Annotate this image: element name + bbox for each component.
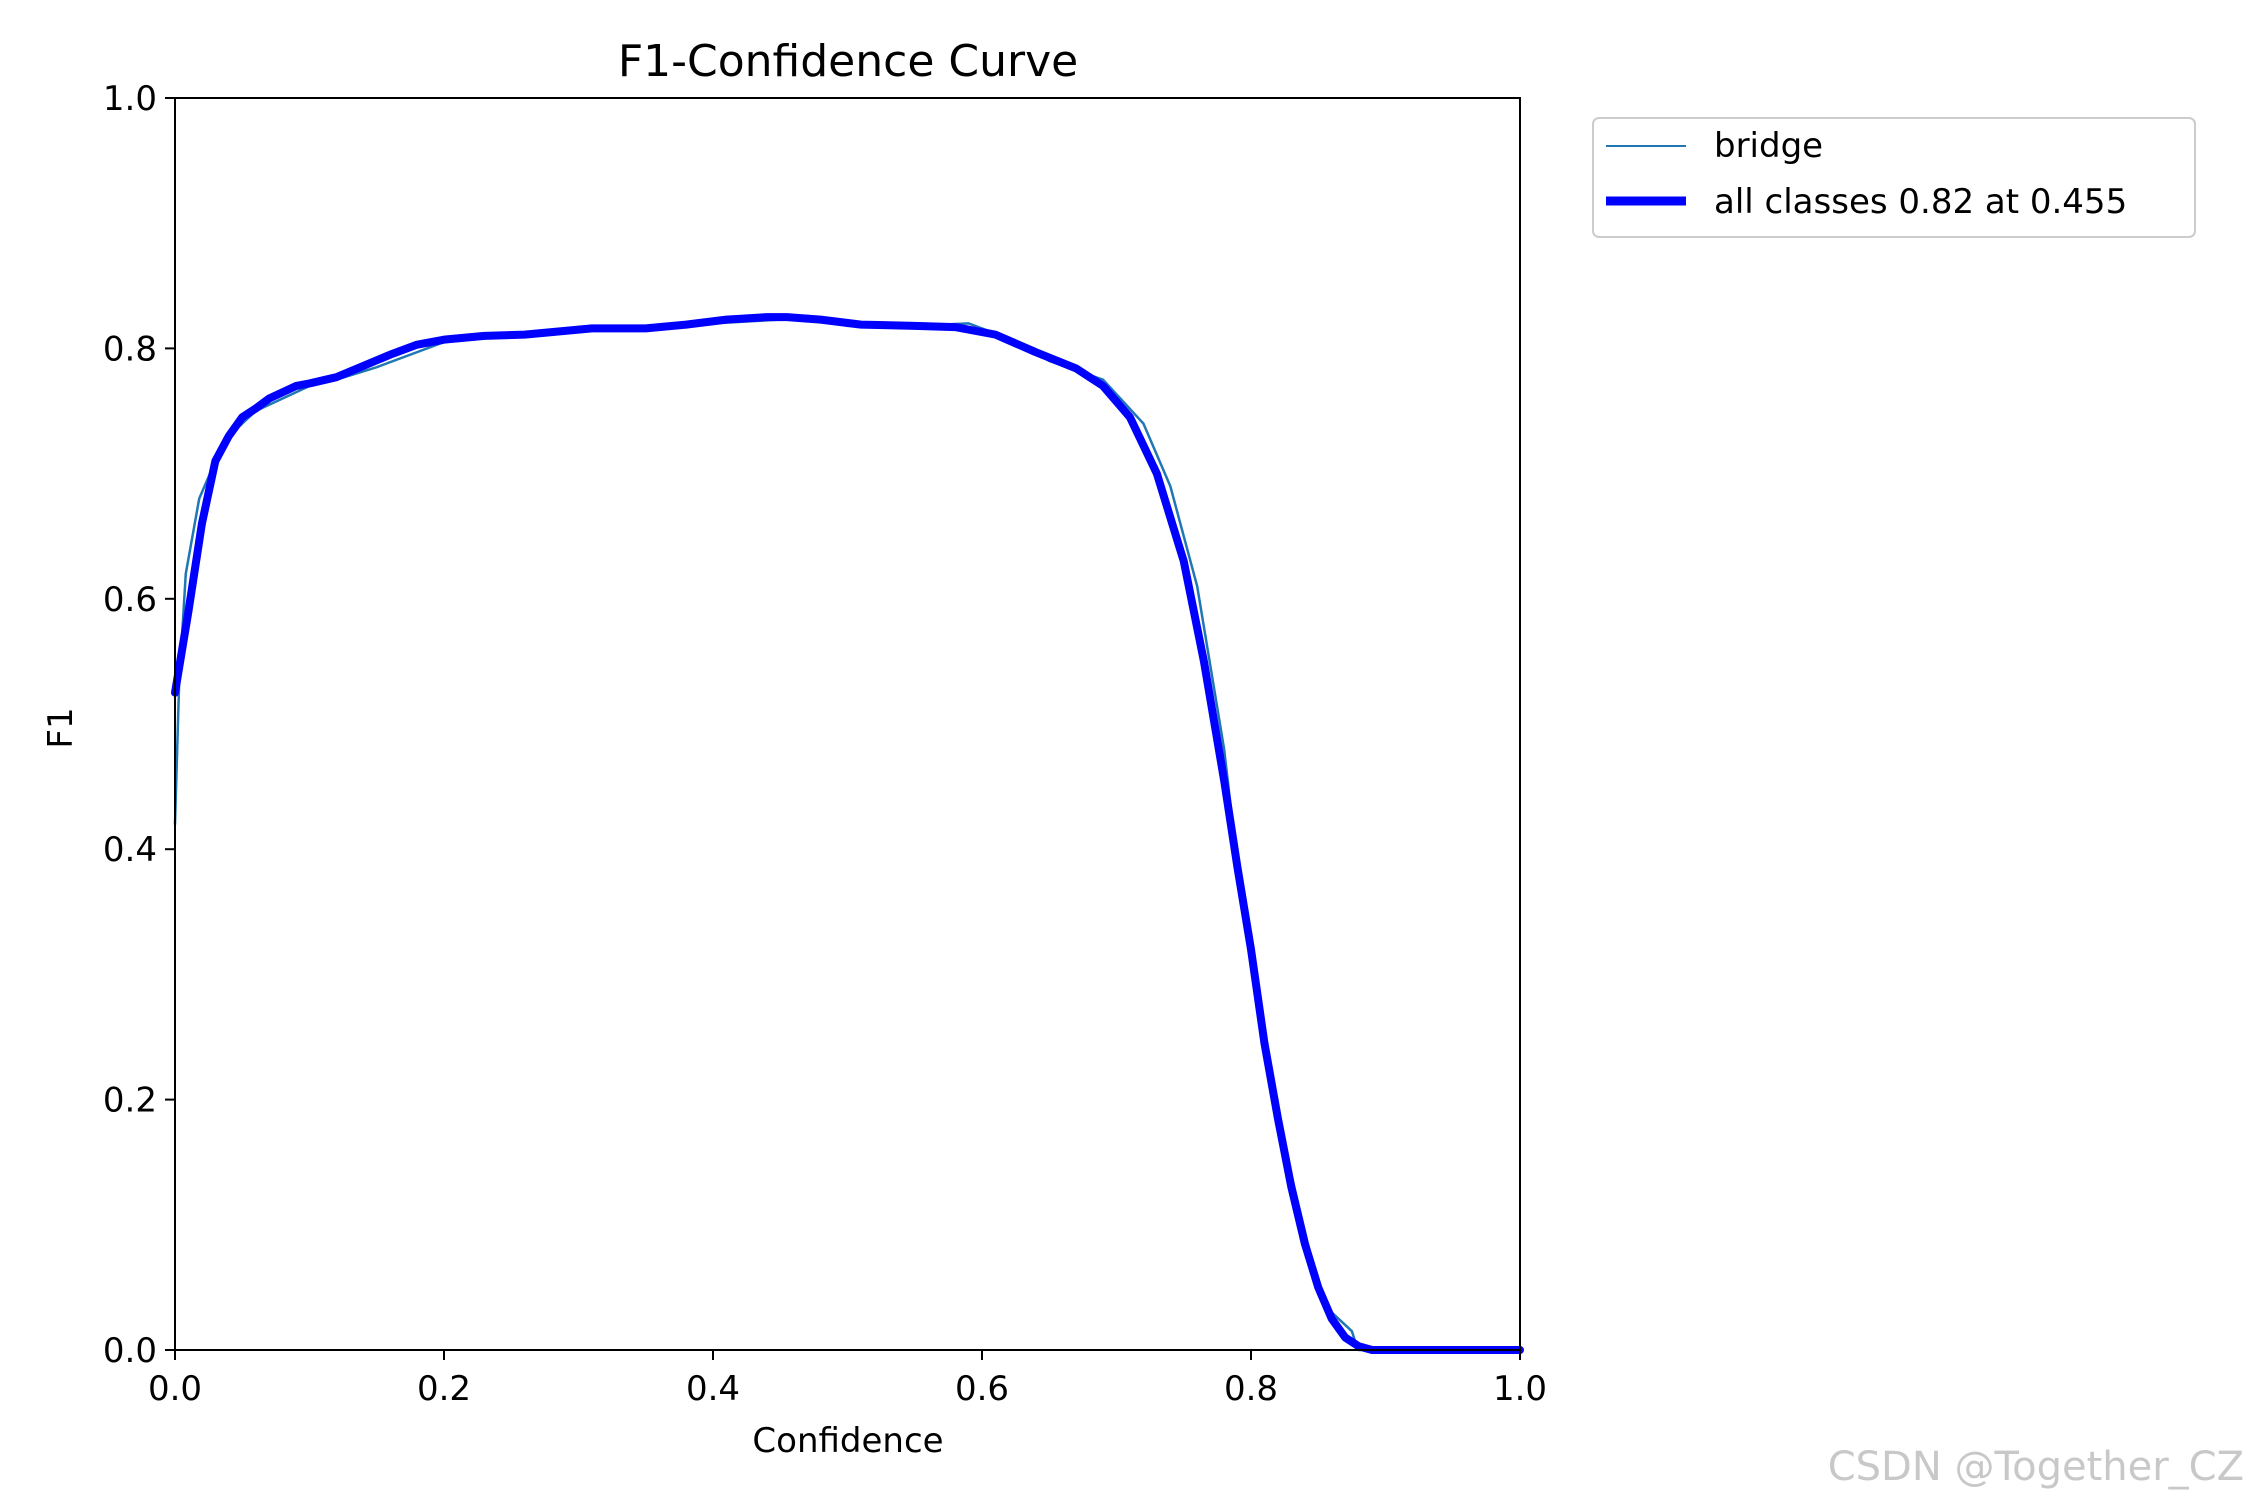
x-axis-ticks: 0.0 0.2 0.4 0.6 0.8 1.0: [148, 1350, 1547, 1409]
y-tick-label: 0.6: [103, 580, 157, 620]
plot-frame: [174, 97, 1521, 1351]
y-tick-label: 1.0: [103, 79, 157, 119]
plot-area: [171, 313, 1524, 1354]
x-axis-label: Confidence: [752, 1421, 943, 1461]
x-tick-label: 0.8: [1224, 1369, 1278, 1409]
legend-box: [1592, 117, 2196, 238]
x-tick-label: 1.0: [1493, 1369, 1547, 1409]
legend: bridge all classes 0.82 at 0.455: [1592, 117, 2196, 238]
y-tick-label: 0.2: [103, 1081, 157, 1121]
y-tick-label: 0.4: [103, 830, 157, 870]
legend-label-bridge: bridge: [1714, 126, 1823, 166]
y-tick-label: 0.8: [103, 329, 157, 369]
x-tick-label: 0.2: [417, 1369, 471, 1409]
legend-label-all-classes: all classes 0.82 at 0.455: [1714, 182, 2127, 222]
chart-title: F1-Confidence Curve: [618, 36, 1078, 87]
x-tick-label: 0.4: [686, 1369, 740, 1409]
x-tick-label: 0.6: [955, 1369, 1009, 1409]
y-axis-label: F1: [41, 707, 81, 748]
series-line-all-classes: [171, 313, 1524, 1354]
x-tick-label: 0.0: [148, 1369, 202, 1409]
watermark: CSDN @Together_CZ: [1827, 1444, 2244, 1490]
y-axis-ticks: 0.0 0.2 0.4 0.6 0.8 1.0: [103, 79, 175, 1371]
y-tick-label: 0.0: [103, 1331, 157, 1371]
series-line-bridge: [173, 314, 1522, 1352]
